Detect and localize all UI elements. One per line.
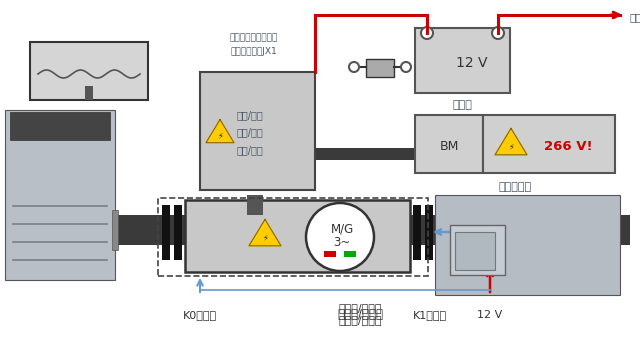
Circle shape: [492, 27, 504, 39]
Bar: [10, 112, 110, 140]
Text: M/G: M/G: [330, 223, 354, 236]
Text: 266 V!: 266 V!: [544, 140, 592, 153]
Bar: [174, 205, 182, 260]
Bar: [415, 28, 510, 93]
Circle shape: [306, 203, 374, 271]
Text: 发电机/电动机: 发电机/电动机: [339, 303, 381, 313]
Text: 3~: 3~: [333, 237, 351, 250]
Bar: [455, 232, 495, 270]
Bar: [5, 110, 115, 280]
Bar: [315, 148, 415, 160]
Bar: [413, 205, 421, 260]
Bar: [112, 210, 118, 250]
Bar: [247, 195, 263, 215]
Text: 发电机/电动机: 发电机/电动机: [337, 309, 383, 321]
Bar: [162, 205, 170, 260]
Text: 车辆电气系统: 车辆电气系统: [630, 12, 640, 22]
Bar: [435, 195, 620, 295]
Text: 高压蓄电池: 高压蓄电池: [499, 182, 532, 192]
Text: K1离合器: K1离合器: [413, 310, 447, 320]
Text: 12 V: 12 V: [477, 310, 502, 320]
Text: 交流/直流: 交流/直流: [237, 127, 264, 137]
Text: ⚡: ⚡: [217, 132, 223, 141]
Text: 蓄电池: 蓄电池: [452, 100, 472, 110]
Bar: [450, 225, 505, 275]
Bar: [366, 59, 394, 77]
Circle shape: [421, 27, 433, 39]
Circle shape: [349, 62, 359, 72]
Polygon shape: [249, 220, 281, 246]
Text: 直流/交流: 直流/交流: [237, 145, 264, 155]
Bar: [158, 198, 428, 276]
Text: 12 V: 12 V: [456, 56, 488, 70]
Circle shape: [401, 62, 411, 72]
Bar: [324, 251, 336, 257]
Bar: [85, 86, 93, 100]
Text: 直流/直流: 直流/直流: [237, 110, 264, 120]
Text: ⚡: ⚡: [262, 233, 268, 243]
Bar: [425, 205, 433, 260]
Text: 控制电子装置JX1: 控制电子装置JX1: [230, 47, 277, 57]
Text: 发电机/电动机: 发电机/电动机: [339, 315, 381, 325]
Text: BM: BM: [439, 140, 459, 153]
Bar: [415, 115, 483, 173]
Polygon shape: [495, 128, 527, 155]
Bar: [344, 251, 356, 257]
Polygon shape: [206, 120, 234, 143]
Text: 电驱动装置的功率和: 电驱动装置的功率和: [230, 34, 278, 43]
Text: ⚡: ⚡: [508, 142, 514, 151]
Bar: [185, 200, 410, 272]
Bar: [483, 115, 615, 173]
Bar: [200, 72, 315, 190]
Text: K0离合器: K0离合器: [183, 310, 217, 320]
Bar: [115, 215, 630, 245]
Bar: [30, 42, 148, 100]
